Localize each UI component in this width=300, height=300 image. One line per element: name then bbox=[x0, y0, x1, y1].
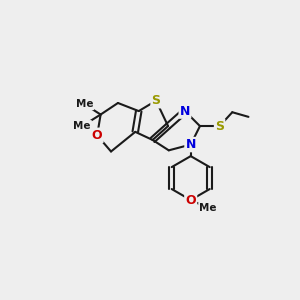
Text: Me: Me bbox=[199, 203, 217, 213]
Text: O: O bbox=[185, 194, 196, 206]
Text: O: O bbox=[92, 129, 103, 142]
Text: N: N bbox=[185, 138, 196, 151]
Text: S: S bbox=[152, 94, 160, 107]
Text: S: S bbox=[215, 120, 224, 133]
Text: Me: Me bbox=[74, 121, 91, 131]
Text: N: N bbox=[180, 105, 190, 118]
Text: Me: Me bbox=[76, 99, 93, 109]
